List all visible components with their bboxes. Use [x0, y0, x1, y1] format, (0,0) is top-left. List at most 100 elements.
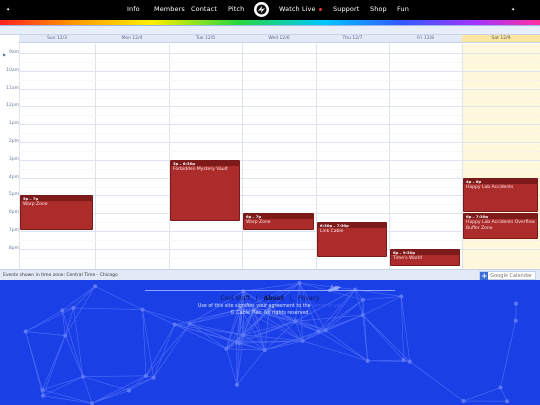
network-node [93, 284, 98, 289]
footer-link-about[interactable]: About [263, 295, 284, 302]
network-link [242, 291, 266, 351]
network-node [63, 333, 68, 338]
day-header-1: Mon 12/4 [95, 35, 169, 43]
network-link [463, 387, 501, 402]
network-node [316, 329, 321, 334]
network-node [297, 281, 302, 286]
network-node [399, 294, 404, 299]
calendar-event[interactable]: 3p – 6:30p Forbidden Mystery Vault [170, 159, 240, 222]
terms-prefix: Use of this site signifies your agreemen… [197, 304, 311, 309]
network-link [409, 361, 464, 402]
network-link [62, 286, 96, 311]
calendar-event[interactable]: 4p – 6p Happy Lab Accidents [463, 177, 538, 213]
nav-shop[interactable]: Shop [370, 5, 387, 13]
network-node [323, 328, 328, 333]
network-link [226, 348, 265, 351]
half-hour-gridline [19, 79, 540, 81]
calendar-event[interactable]: 5p – 7p Warp Zone [20, 195, 93, 230]
event-time: 5p – 7p [21, 196, 92, 202]
half-hour-gridline [19, 239, 540, 241]
footer-link-cool-stuff[interactable]: Cool Stuff [220, 295, 250, 302]
network-link [42, 376, 84, 397]
network-link [62, 310, 84, 377]
nav-pitch[interactable]: Pitch [228, 5, 245, 13]
network-link [254, 282, 300, 310]
network-node [267, 307, 272, 312]
network-link [91, 375, 147, 404]
network-node [40, 387, 45, 392]
network-node [224, 346, 229, 351]
hour-gridline [19, 195, 540, 197]
calendar-event[interactable]: 6p – 7p Warp Zone [243, 213, 314, 230]
calendar-week-grid[interactable]: ▶ 9am 10am 11am 12pm 1pm 2pm 3pm 4pm 5pm 6pm 7pm 8p… [0, 44, 540, 276]
network-link [362, 315, 369, 361]
network-link [82, 375, 146, 377]
calendar-event[interactable]: 8p – 9:30p Time's World [390, 248, 460, 266]
hour-label: 5pm [8, 192, 19, 198]
nav-fun[interactable]: Fun [397, 5, 409, 13]
network-node [300, 338, 305, 343]
network-link [318, 331, 368, 362]
half-hour-gridline [19, 150, 540, 152]
hour-gridline [19, 124, 540, 126]
network-link [25, 310, 63, 332]
google-calendar-button[interactable]: + Google Calendar [479, 271, 536, 280]
network-link [299, 282, 356, 290]
network-link [354, 289, 364, 300]
network-link [242, 291, 255, 310]
hour-gridline [19, 159, 540, 161]
calendar-event[interactable]: 6p – 7:30p Happy Lab Accidents Overflow B… [463, 213, 538, 239]
timezone-note: Events shown in time zone: Central Time … [3, 273, 118, 278]
network-node [407, 359, 412, 364]
network-link [236, 340, 303, 343]
nav-contact[interactable]: Contact [191, 5, 217, 13]
network-link [174, 324, 227, 350]
nav-support[interactable]: Support [333, 5, 360, 13]
rocket-icon [327, 284, 341, 292]
network-link [145, 323, 191, 377]
hour-gridline [19, 88, 540, 90]
terms-of-use-link[interactable]: terms of use [312, 304, 343, 309]
network-node [401, 358, 406, 363]
hour-gridline [19, 177, 540, 179]
network-node [23, 329, 28, 334]
google-calendar-label: Google Calendar [490, 272, 532, 279]
network-link [264, 340, 303, 351]
hour-gridline [19, 231, 540, 232]
network-link [189, 291, 244, 325]
network-node [241, 332, 246, 337]
nav-watch-live[interactable]: Watch Live [279, 5, 322, 13]
sparkle-icon: ✦ [6, 7, 11, 13]
top-navigation: ✦ Info Members Contact Pitch Watch Live … [0, 0, 540, 20]
hour-label: 9am [8, 50, 19, 55]
network-link [318, 289, 356, 332]
footer-link-privacy[interactable]: Privacy [297, 295, 320, 302]
nav-members[interactable]: Members [154, 5, 185, 13]
network-node [187, 321, 192, 326]
network-node [238, 307, 243, 312]
network-link [236, 334, 244, 385]
network-node [365, 358, 370, 363]
calendar-event[interactable]: 6:30p – 7:30p Link Cable [317, 222, 387, 257]
rainbow-divider [0, 20, 540, 25]
event-title: Forbidden Mystery Vault [173, 166, 228, 172]
network-link [73, 307, 84, 377]
network-link [174, 324, 237, 343]
network-link [226, 309, 255, 349]
event-title: Happy Lab Accidents [466, 184, 514, 190]
network-node [514, 301, 519, 306]
network-link [236, 321, 296, 343]
half-hour-gridline [19, 186, 540, 188]
half-hour-gridline [19, 257, 540, 259]
network-node [151, 375, 156, 380]
network-node [252, 307, 257, 312]
network-link [243, 282, 300, 292]
network-link [325, 299, 364, 331]
nav-info[interactable]: Info [127, 5, 140, 13]
site-logo[interactable] [254, 2, 269, 17]
network-link [500, 320, 517, 388]
network-node [90, 401, 95, 405]
hour-label: 1pm [8, 121, 19, 127]
network-link [362, 314, 404, 361]
hour-label: 6pm [8, 210, 19, 216]
